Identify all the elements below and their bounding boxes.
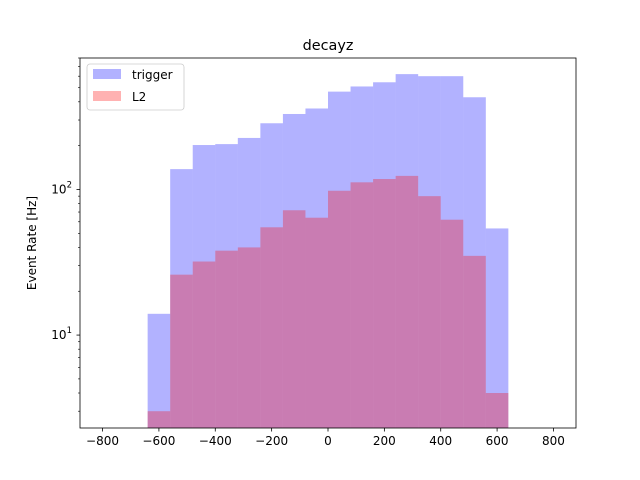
x-tick-label: 0 (324, 434, 332, 448)
bar-trigger-11 (350, 86, 374, 428)
bar-l2-7 (260, 227, 283, 428)
bar-trigger-4 (192, 145, 216, 428)
legend-swatch-l2 (93, 91, 121, 101)
bar-trigger-14 (418, 76, 441, 429)
bar-trigger-17 (485, 228, 509, 428)
x-tick-label: 600 (486, 434, 509, 448)
legend: trigger L2 (86, 63, 185, 111)
bar-trigger-12 (373, 82, 396, 428)
bar-l2-15 (440, 219, 464, 428)
bar-trigger-9 (305, 108, 328, 429)
bar-l2-6 (237, 247, 261, 428)
legend-swatch-trigger (93, 69, 121, 79)
y-tick-label: 101 (51, 326, 72, 342)
x-tick-label: −600 (142, 434, 175, 448)
x-axis-ticks: −800 −600 −400 −200 0 200 400 600 800 (86, 428, 565, 448)
bar-l2-14 (418, 196, 441, 428)
x-tick-label: 800 (542, 434, 565, 448)
x-tick-label: −800 (86, 434, 119, 448)
y-axis-ticks: 101 102 (51, 57, 80, 412)
bar-l2-17 (485, 393, 509, 428)
bar-l2-4 (192, 261, 216, 428)
chart-title: decayz (303, 38, 354, 54)
legend-label-trigger: trigger (132, 68, 173, 82)
bar-trigger-3 (170, 169, 193, 428)
legend-label-l2: L2 (132, 90, 146, 104)
bar-trigger-8 (282, 113, 306, 428)
x-tick-label: 200 (373, 434, 396, 448)
bars-layer (147, 74, 509, 429)
y-axis-label: Event Rate [Hz] (25, 196, 39, 290)
bar-l2-16 (463, 255, 486, 428)
legend-box (86, 63, 185, 111)
bar-l2-8 (282, 210, 306, 428)
y-tick-label: 102 (51, 180, 72, 196)
bar-trigger-15 (440, 76, 464, 429)
bar-l2-9 (305, 217, 328, 428)
bar-l2-11 (350, 182, 374, 428)
bar-l2-2 (147, 411, 171, 428)
bar-l2-10 (328, 190, 351, 428)
x-tick-label: −400 (199, 434, 232, 448)
x-tick-label: 400 (429, 434, 452, 448)
plot-frame (79, 57, 577, 429)
bar-trigger-2 (147, 313, 171, 428)
bar-trigger-7 (260, 123, 283, 428)
bar-trigger-13 (395, 74, 419, 428)
bar-trigger-6 (237, 137, 261, 429)
bar-l2-13 (395, 175, 419, 428)
bar-l2-3 (170, 274, 193, 428)
bar-trigger-5 (215, 144, 238, 429)
bar-l2-12 (373, 179, 396, 428)
x-tick-label: −200 (255, 434, 288, 448)
bar-l2-5 (215, 250, 238, 428)
bar-trigger-10 (328, 91, 351, 428)
bar-trigger-16 (463, 97, 486, 429)
